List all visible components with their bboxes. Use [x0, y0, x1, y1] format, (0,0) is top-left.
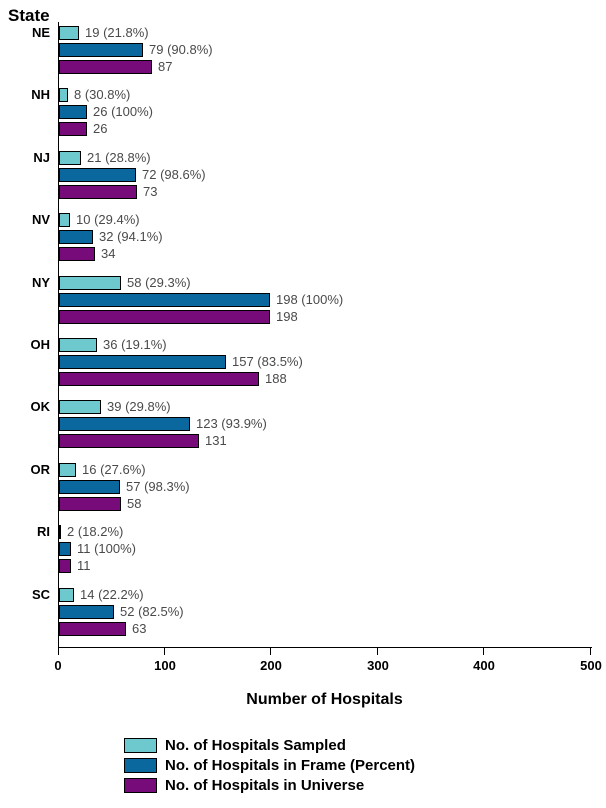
bar-value-label: 52 (82.5%)	[120, 604, 184, 619]
bar-value-label: 32 (94.1%)	[99, 229, 163, 244]
bar-value-label: 11	[77, 558, 91, 573]
bar	[59, 88, 68, 102]
y-axis-title: State	[8, 6, 50, 25]
category-label: OH	[30, 337, 51, 352]
bar-value-label: 188	[265, 371, 287, 386]
category-label: OK	[30, 399, 51, 414]
bar	[59, 338, 97, 352]
category-label: NH	[31, 87, 50, 102]
bar	[59, 230, 93, 244]
category-label: OR	[30, 462, 51, 477]
bar-value-label: 123 (93.9%)	[196, 416, 267, 431]
x-tick-label: 500	[580, 658, 602, 673]
legend-swatch	[124, 778, 157, 793]
x-axis: 0 100 200 300 400 500	[54, 647, 602, 677]
bar	[59, 168, 136, 182]
bar	[59, 417, 190, 431]
bar-value-label: 11 (100%)	[77, 541, 137, 556]
bar	[59, 60, 152, 74]
bar-value-label: 39 (29.8%)	[107, 399, 171, 414]
bar	[59, 105, 87, 119]
bar-value-label: 58 (29.3%)	[127, 275, 191, 290]
bar-value-label: 87	[158, 59, 173, 74]
bar-value-label: 58	[127, 496, 142, 511]
legend-item: No. of Hospitals Sampled	[124, 737, 415, 754]
x-tick	[58, 648, 59, 655]
bar-value-label: 157 (83.5%)	[232, 354, 303, 369]
bar	[59, 293, 270, 307]
bar	[59, 525, 61, 539]
x-tick-label: 300	[367, 658, 389, 673]
x-tick	[377, 648, 378, 655]
bar-value-label: 57 (98.3%)	[126, 479, 190, 494]
x-tick	[590, 648, 591, 655]
bar	[59, 434, 199, 448]
x-tick-label: 100	[154, 658, 176, 673]
bar-value-label: 72 (98.6%)	[142, 167, 206, 182]
legend-item: No. of Hospitals in Universe	[124, 777, 415, 794]
bar	[59, 542, 71, 556]
bar	[59, 43, 143, 57]
bar-value-label: 34	[101, 246, 116, 261]
bar	[59, 122, 87, 136]
legend-item: No. of Hospitals in Frame (Percent)	[124, 757, 416, 774]
bar-value-label: 73	[143, 184, 158, 199]
bar-value-label: 131	[205, 433, 227, 448]
bar	[59, 463, 76, 477]
bar	[59, 372, 259, 386]
bar	[59, 310, 270, 324]
bar	[59, 26, 79, 40]
bar	[59, 247, 95, 261]
bar-value-label: 79 (90.8%)	[149, 42, 213, 57]
bar-value-label: 8 (30.8%)	[74, 87, 131, 102]
category-label: RI	[37, 524, 50, 539]
x-tick-label: 0	[54, 658, 62, 673]
legend-swatch	[124, 738, 157, 753]
bar-value-label: 63	[132, 621, 147, 636]
bar-value-label: 26 (100%)	[93, 104, 153, 119]
bar-value-label: 14 (22.2%)	[80, 587, 144, 602]
legend-label: No. of Hospitals in Frame (Percent)	[165, 757, 416, 774]
bar	[59, 276, 121, 290]
legend-label: No. of Hospitals in Universe	[165, 777, 365, 794]
bar	[59, 497, 121, 511]
bar-value-label: 198	[276, 309, 298, 324]
x-tick-label: 200	[260, 658, 282, 673]
bar	[59, 151, 81, 165]
category-label: NY	[31, 275, 50, 290]
bar	[59, 185, 137, 199]
bar-value-label: 2 (18.2%)	[67, 524, 124, 539]
bar-value-label: 10 (29.4%)	[76, 212, 140, 227]
bar	[59, 400, 101, 414]
bar-value-label: 16 (27.6%)	[82, 462, 146, 477]
legend-label: No. of Hospitals Sampled	[165, 737, 346, 754]
bar	[59, 213, 70, 227]
bar	[59, 622, 126, 636]
bar-value-label: 21 (28.8%)	[87, 150, 151, 165]
bar-value-label: 26	[93, 121, 108, 136]
legend-swatch	[124, 758, 157, 773]
x-tick	[483, 648, 484, 655]
category-label: NV	[31, 212, 50, 227]
bar-value-label: 19 (21.8%)	[85, 25, 149, 40]
legend: No. of Hospitals Sampled No. of Hospitals…	[124, 737, 416, 798]
x-tick	[164, 648, 165, 655]
x-tick-label: 400	[473, 658, 495, 673]
category-label: NE	[31, 25, 50, 40]
bar	[59, 588, 74, 602]
bar-value-label: 36 (19.1%)	[103, 337, 167, 352]
bar	[59, 355, 226, 369]
bar	[59, 480, 120, 494]
x-axis-title: Number of Hospitals	[246, 691, 403, 708]
x-tick	[270, 648, 271, 655]
plot-area: 19 (21.8%) 79 (90.8%) 87 8 (30.8%) 26 (100%)…	[58, 22, 592, 648]
bar	[59, 559, 71, 573]
category-label: NJ	[33, 150, 50, 165]
bar	[59, 605, 114, 619]
bar-value-label: 198 (100%)	[276, 292, 344, 307]
category-label: SC	[31, 587, 50, 602]
